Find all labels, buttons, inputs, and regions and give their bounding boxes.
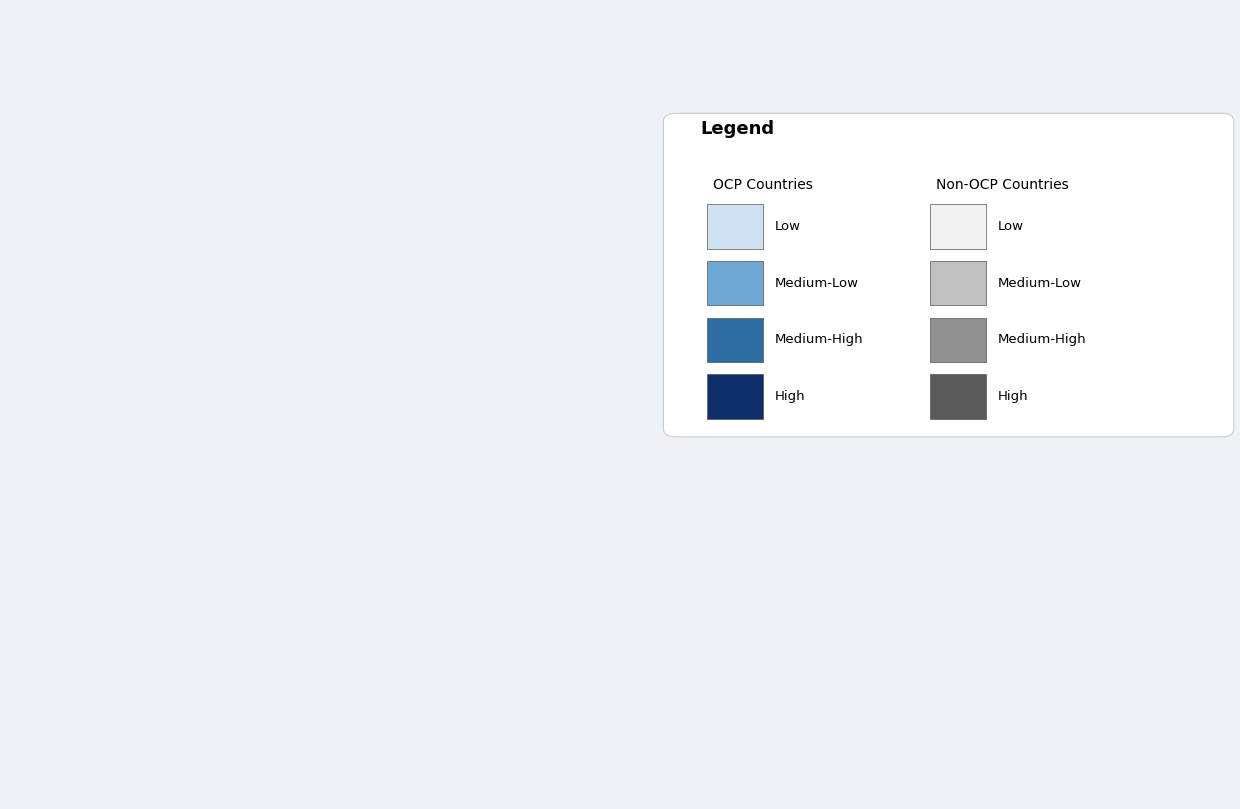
Text: Medium-High: Medium-High xyxy=(775,333,863,346)
FancyBboxPatch shape xyxy=(930,261,986,306)
Text: High: High xyxy=(775,390,806,403)
Text: Medium-Low: Medium-Low xyxy=(998,277,1083,290)
FancyBboxPatch shape xyxy=(707,204,763,249)
FancyBboxPatch shape xyxy=(707,318,763,362)
FancyBboxPatch shape xyxy=(663,113,1234,437)
Text: Low: Low xyxy=(998,220,1024,233)
FancyBboxPatch shape xyxy=(707,374,763,419)
Text: High: High xyxy=(998,390,1029,403)
Text: Medium-High: Medium-High xyxy=(998,333,1086,346)
FancyBboxPatch shape xyxy=(930,204,986,249)
Text: Legend: Legend xyxy=(701,120,775,138)
Text: Non-OCP Countries: Non-OCP Countries xyxy=(936,178,1069,192)
Text: Low: Low xyxy=(775,220,801,233)
FancyBboxPatch shape xyxy=(930,318,986,362)
FancyBboxPatch shape xyxy=(930,374,986,419)
Text: Medium-Low: Medium-Low xyxy=(775,277,859,290)
Text: OCP Countries: OCP Countries xyxy=(713,178,813,192)
FancyBboxPatch shape xyxy=(707,261,763,306)
